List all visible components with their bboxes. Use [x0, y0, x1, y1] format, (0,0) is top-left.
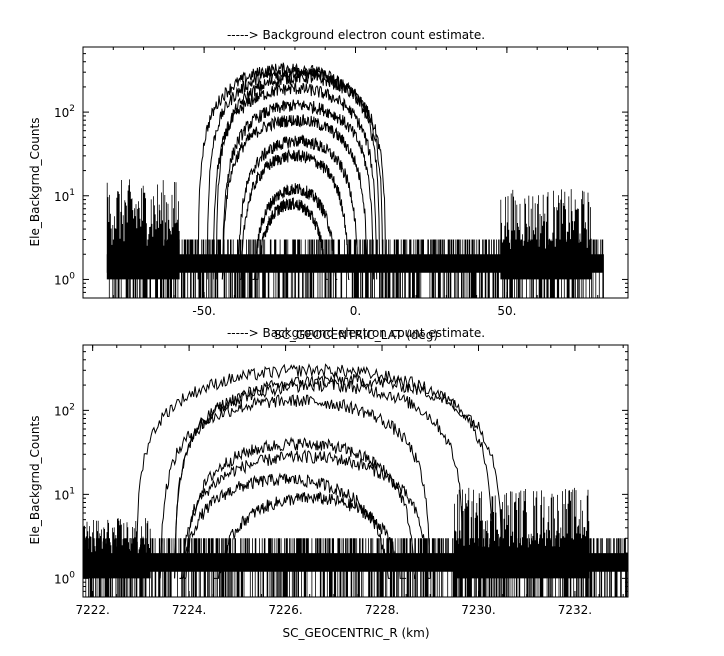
- top-y-ticks: 100 101 102: [54, 46, 628, 299]
- series-3: [159, 394, 431, 579]
- side-cluster-1: [454, 487, 590, 579]
- y-tick-label: 100: [54, 570, 75, 586]
- top-panel: -----> Background electron count estimat…: [28, 28, 629, 342]
- bottom-plot-frame: [82, 344, 629, 598]
- side-cluster-0: [106, 179, 180, 280]
- series-4: [221, 99, 375, 280]
- series-5: [179, 449, 431, 579]
- bottom-x-ticks: 7222. 7224. 7226. 7228. 7230. 7232.: [75, 345, 624, 617]
- x-tick-label: 0.: [350, 304, 361, 318]
- top-x-axis-label: SC_GEOCENTRIC_LAT (deg): [274, 328, 438, 342]
- x-tick-label: -50.: [192, 304, 215, 318]
- side-cluster-1: [500, 189, 592, 280]
- series-9: [255, 197, 329, 280]
- series-5: [221, 114, 369, 280]
- bottom-y-axis-label: Ele_Backgrnd_Counts: [28, 416, 42, 545]
- series-6: [237, 134, 359, 280]
- bottom-y-ticks: 100 101 102: [54, 344, 628, 598]
- bottom-panel: -----> Background electron count estimat…: [28, 326, 629, 640]
- series-3: [212, 82, 378, 280]
- series-6: [179, 472, 392, 579]
- series-0: [135, 363, 494, 579]
- top-chart-title: -----> Background electron count estimat…: [227, 28, 485, 42]
- series-2: [174, 378, 465, 579]
- bottom-chart-title: -----> Background electron count estimat…: [227, 326, 485, 340]
- y-tick-label: 100: [54, 271, 75, 287]
- bottom-x-axis-label: SC_GEOCENTRIC_R (km): [283, 626, 430, 640]
- top-x-ticks: -50. 0. 50.: [82, 47, 629, 318]
- series-7: [240, 148, 350, 280]
- y-tick-label: 101: [54, 486, 75, 502]
- x-tick-label: 7232.: [558, 603, 592, 617]
- y-tick-label: 101: [54, 188, 75, 204]
- series-0: [197, 62, 381, 280]
- bottom-plot-area: [83, 363, 628, 597]
- series-2: [215, 71, 387, 280]
- top-plot-area: [106, 62, 604, 298]
- top-y-axis-label: Ele_Backgrnd_Counts: [28, 118, 42, 247]
- series-4: [184, 436, 416, 579]
- y-tick-label: 102: [54, 104, 75, 120]
- series-8: [252, 183, 338, 280]
- x-tick-label: 7226.: [268, 603, 302, 617]
- x-tick-label: 7228.: [365, 603, 399, 617]
- x-tick-label: 7224.: [172, 603, 206, 617]
- y-tick-label: 102: [54, 402, 75, 418]
- side-cluster-0: [83, 518, 151, 579]
- x-tick-label: 7230.: [461, 603, 495, 617]
- series-7: [213, 491, 407, 579]
- x-tick-label: 50.: [497, 304, 516, 318]
- x-tick-label: 7222.: [75, 603, 109, 617]
